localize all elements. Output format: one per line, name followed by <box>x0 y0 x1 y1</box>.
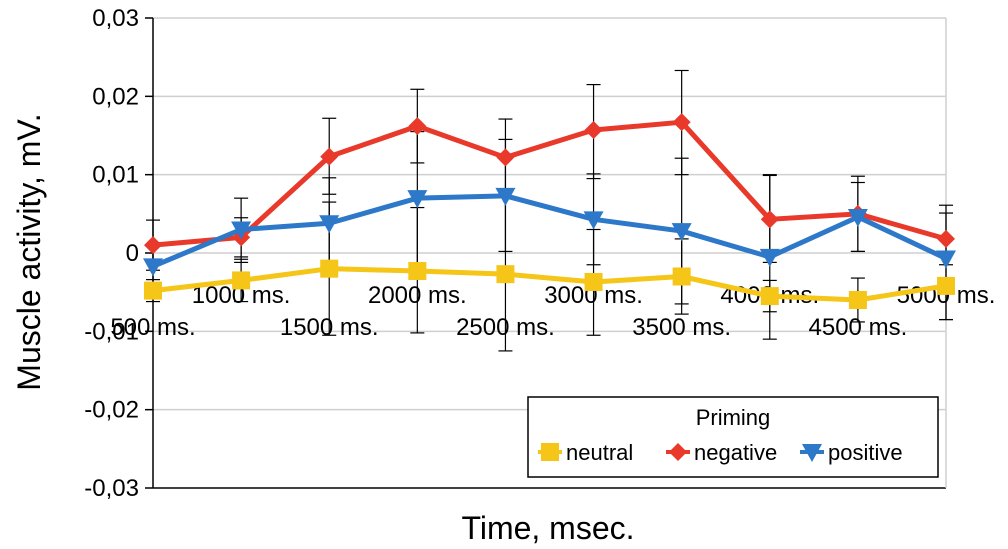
data-point-positive <box>143 258 163 277</box>
y-tick-label: -0,03 <box>84 475 139 502</box>
data-point-positive <box>407 190 428 209</box>
y-tick-label: 0,01 <box>92 162 139 189</box>
data-point-negative <box>144 236 162 255</box>
legend-items: neutral negative positive <box>538 440 903 465</box>
series-line-negative <box>152 119 947 248</box>
errorbars-negative <box>146 69 953 271</box>
data-point-positive <box>847 208 868 227</box>
legend-item-positive: positive <box>800 440 903 465</box>
y-tick-label: 0,02 <box>92 83 139 110</box>
series-line-neutral <box>152 266 947 303</box>
data-point-positive <box>495 187 516 206</box>
data-point-negative <box>496 148 515 167</box>
legend-label: negative <box>694 440 777 465</box>
legend-title: Priming <box>696 405 771 430</box>
data-point-negative <box>760 210 779 229</box>
legend-item-neutral: neutral <box>538 440 633 465</box>
legend-swatch-marker <box>669 443 687 461</box>
data-point-negative <box>320 147 339 166</box>
data-point-positive <box>583 211 604 230</box>
y-axis-title: Muscle activity, mV. <box>11 113 47 390</box>
legend-label: positive <box>828 440 903 465</box>
data-point-neutral <box>937 276 955 295</box>
legend: Priming neutral negative positive <box>527 396 939 478</box>
data-point-negative <box>937 229 955 248</box>
category-labels: 500 ms.1000 ms.1500 ms.2000 ms.2500 ms.3… <box>110 282 995 341</box>
series-line-positive <box>152 193 948 269</box>
data-point-neutral <box>408 262 427 281</box>
data-point-positive <box>319 215 340 234</box>
data-point-positive <box>759 248 780 267</box>
data-point-neutral <box>320 259 339 278</box>
x-tick-label: 3500 ms. <box>632 314 731 341</box>
series-negative <box>144 113 955 255</box>
data-point-negative <box>584 121 603 140</box>
x-axis-title: Time, msec. <box>461 510 634 546</box>
data-point-neutral <box>672 267 691 286</box>
legend-box <box>527 396 939 478</box>
y-tick-label: -0,02 <box>84 397 139 424</box>
data-point-neutral <box>848 291 867 309</box>
legend-swatch-marker <box>802 444 822 462</box>
y-tick-label: -0,01 <box>84 318 139 345</box>
data-point-positive <box>936 250 956 269</box>
legend-label: neutral <box>566 440 633 465</box>
data-point-neutral <box>760 287 779 306</box>
y-tick-label: 0 <box>126 240 139 267</box>
series-neutral <box>144 259 955 309</box>
x-tick-label: 500 ms. <box>110 314 195 341</box>
data-point-neutral <box>584 272 603 291</box>
data-point-positive <box>671 223 692 242</box>
legend-swatch-marker <box>541 443 559 461</box>
y-tick-labels: 0,03 0,02 0,01 0 -0,01 -0,02 -0,03 <box>84 5 139 502</box>
data-point-negative <box>408 117 427 136</box>
data-point-neutral <box>496 265 515 284</box>
y-tick-label: 0,03 <box>92 5 139 32</box>
data-point-neutral <box>144 281 162 300</box>
data-point-neutral <box>232 271 251 290</box>
legend-item-negative: negative <box>666 440 777 465</box>
data-point-negative <box>672 113 691 132</box>
data-point-positive <box>231 221 252 240</box>
series-group <box>143 69 956 352</box>
series-positive <box>143 187 956 277</box>
